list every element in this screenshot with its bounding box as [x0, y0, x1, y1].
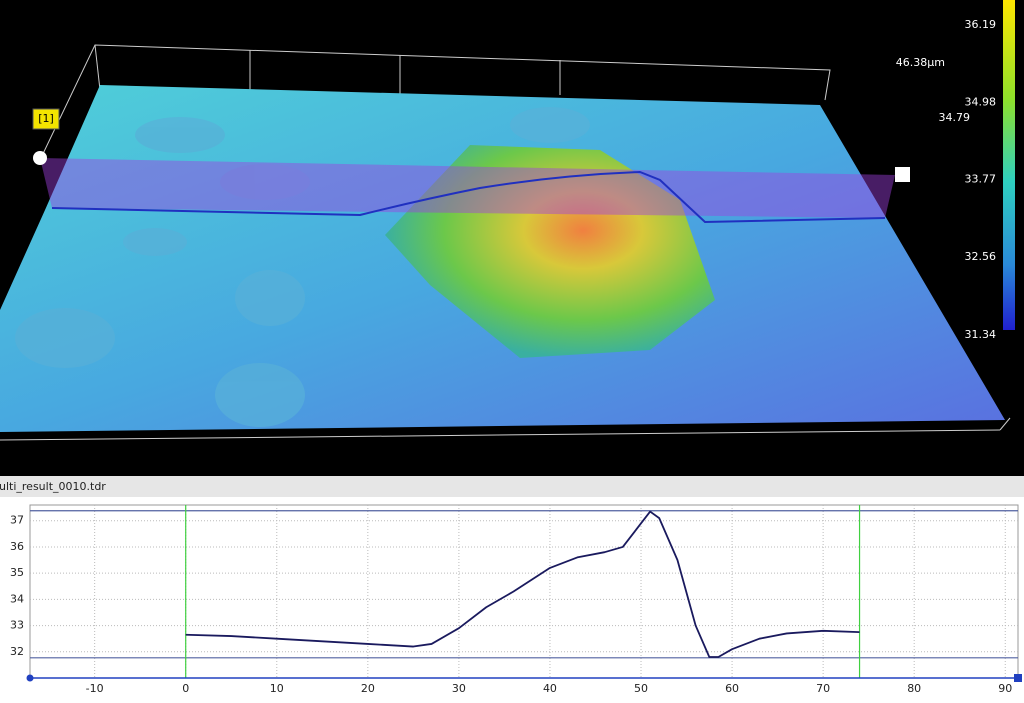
marker-label: [1] — [38, 112, 54, 125]
droplets — [15, 107, 590, 427]
y-tick-label: 36 — [10, 540, 24, 553]
colorbar — [1003, 0, 1015, 330]
handle-start[interactable] — [33, 151, 47, 165]
plot-area — [29, 504, 1019, 679]
axis-handle-right — [1014, 674, 1022, 682]
bounding-box — [0, 44, 1011, 441]
x-tick-label: 0 — [182, 682, 189, 695]
file-name[interactable]: ulti_result_0010.tdr — [0, 480, 106, 493]
colorbar-tick-label: 31.34 — [965, 328, 997, 341]
x-tick-label: 60 — [725, 682, 739, 695]
y-tick-label: 37 — [10, 514, 24, 527]
colorbar-tick-label: 34.98 — [965, 95, 997, 108]
x-tick-label: 70 — [816, 682, 830, 695]
y-tick-label: 32 — [10, 645, 24, 658]
particle — [385, 145, 715, 358]
height-label: 46.38µm — [896, 56, 945, 69]
section-plane — [40, 158, 895, 218]
x-tick-label: 20 — [361, 682, 375, 695]
x-tick-label: -10 — [86, 682, 104, 695]
colorbar-tick-label: 32.56 — [965, 250, 997, 263]
x-tick-label: 30 — [452, 682, 466, 695]
marker-box — [32, 108, 60, 130]
colorbar-tick-label: 36.19 — [965, 18, 997, 31]
x-tick-label: 80 — [907, 682, 921, 695]
handle-end[interactable] — [895, 167, 910, 182]
profile-line — [185, 510, 860, 658]
colorbar-ticks: 36.19 34.98 33.77 32.56 31.34 — [965, 18, 997, 341]
colorbar-tick-label: 33.77 — [965, 173, 997, 186]
x-tick-label: 40 — [543, 682, 557, 695]
x-tick-label: 10 — [270, 682, 284, 695]
value-label: 34.79 — [939, 111, 971, 124]
y-tick-label: 33 — [10, 619, 24, 632]
x-tick-label: 50 — [634, 682, 648, 695]
section-line — [51, 170, 886, 224]
tab-bar — [0, 476, 1024, 497]
axis-handle-left — [26, 674, 34, 682]
x-tick-label: 90 — [998, 682, 1012, 695]
y-tick-label: 35 — [10, 566, 24, 579]
profile-chart: 32 33 34 35 36 37 -10 0 10 20 30 40 50 60 70 80 90 — [10, 504, 1022, 695]
y-tick-label: 34 — [10, 592, 24, 605]
